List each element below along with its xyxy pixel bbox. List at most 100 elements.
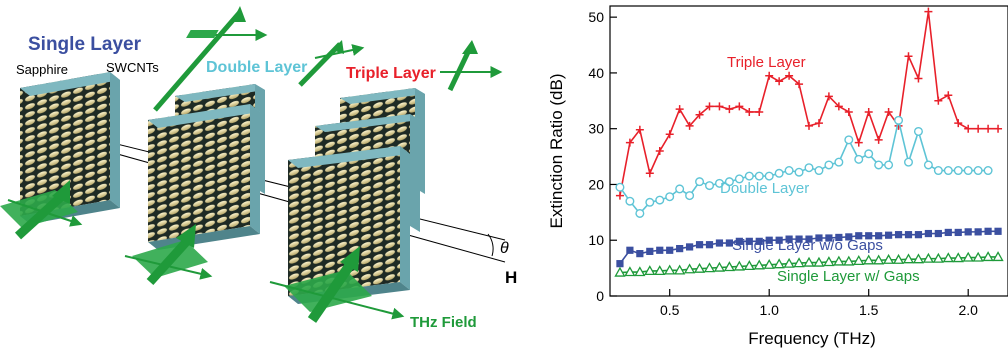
data-point <box>902 253 915 264</box>
series-annotation: Triple Layer <box>727 54 806 71</box>
data-point <box>695 110 704 119</box>
y-tick-label: 0 <box>596 288 604 304</box>
data-point <box>934 229 942 238</box>
transmitted-arrows <box>153 6 503 112</box>
data-point <box>614 266 626 277</box>
data-point <box>695 241 704 249</box>
data-point <box>914 231 923 239</box>
incident-arrows <box>0 180 405 323</box>
data-point <box>815 234 823 242</box>
data-point <box>884 160 894 170</box>
data-point <box>835 233 843 242</box>
data-point <box>943 166 953 176</box>
data-point <box>625 196 635 206</box>
y-axis: 0 10 20 30 40 50 <box>588 9 617 304</box>
data-point <box>685 191 695 201</box>
double-layer-label: Double Layer <box>206 59 307 76</box>
data-point <box>863 254 875 265</box>
data-point <box>754 171 764 181</box>
data-point <box>773 258 785 269</box>
data-point <box>714 178 724 188</box>
data-point <box>962 251 974 262</box>
data-point <box>923 160 933 170</box>
plot-frame <box>609 5 1008 297</box>
data-point <box>666 246 674 254</box>
y-tick-label: 20 <box>588 176 604 192</box>
data-point <box>885 231 893 239</box>
data-point <box>982 251 994 262</box>
data-point <box>972 251 984 262</box>
data-point <box>725 239 733 247</box>
data-point <box>845 233 853 241</box>
data-point <box>615 191 624 200</box>
data-point <box>924 229 932 238</box>
data-point <box>824 92 833 101</box>
data-point <box>843 255 855 266</box>
data-point <box>634 266 646 277</box>
data-point <box>894 231 903 239</box>
data-point <box>894 115 904 125</box>
chart: 0 10 20 30 40 50 0.5 1.0 1.5 2.0 Triple Layer Dou… <box>547 5 1008 348</box>
series-line <box>619 120 989 215</box>
data-point <box>676 244 684 253</box>
data-point <box>765 71 774 80</box>
data-point <box>695 177 705 187</box>
data-point <box>912 253 925 264</box>
data-point <box>974 228 982 236</box>
data-point <box>724 177 734 187</box>
data-point <box>884 107 893 116</box>
data-point <box>745 107 754 116</box>
y-axis-title: Extinction Ratio (dB) <box>547 74 566 229</box>
data-point <box>785 235 793 243</box>
data-point <box>853 255 865 266</box>
data-point <box>794 167 804 177</box>
data-point <box>814 119 823 128</box>
data-point <box>882 253 895 264</box>
data-point <box>805 121 813 130</box>
data-point <box>615 182 625 192</box>
data-point <box>644 265 656 276</box>
data-point <box>783 257 795 268</box>
data-point <box>904 52 913 61</box>
data-point <box>942 252 954 263</box>
data-point <box>854 138 863 147</box>
data-point <box>944 91 953 100</box>
double-layer-stack <box>148 84 265 250</box>
data-point <box>824 160 834 170</box>
data-point <box>864 149 874 159</box>
data-point <box>675 105 684 114</box>
data-point <box>933 166 943 176</box>
data-point <box>984 124 993 133</box>
data-point <box>834 157 844 167</box>
data-point <box>713 261 726 272</box>
data-point <box>616 260 624 268</box>
data-point <box>932 252 944 263</box>
triple-layer-label: Triple Layer <box>346 65 436 82</box>
data-point <box>683 263 696 274</box>
theta-label: θ <box>500 240 509 257</box>
data-point <box>992 251 1004 262</box>
data-point <box>775 77 784 86</box>
data-point <box>763 258 775 269</box>
data-point <box>952 252 964 263</box>
data-point <box>875 232 883 240</box>
series-1 <box>615 115 993 218</box>
data-point <box>963 166 973 176</box>
x-tick-label: 1.0 <box>759 302 779 318</box>
data-point <box>735 237 743 245</box>
y-tick-label: 40 <box>588 65 604 81</box>
h-label: H <box>505 268 517 287</box>
data-point <box>675 184 685 194</box>
data-point <box>733 260 745 271</box>
data-point <box>625 138 634 147</box>
data-point <box>734 174 744 184</box>
data-point <box>685 121 694 130</box>
data-point <box>665 192 675 202</box>
data-point <box>775 236 783 244</box>
swcnts-label: SWCNTs <box>106 60 159 75</box>
data-point <box>715 239 724 247</box>
data-point <box>954 119 963 128</box>
data-point <box>823 256 835 267</box>
data-point <box>874 135 883 144</box>
data-point <box>626 246 634 254</box>
